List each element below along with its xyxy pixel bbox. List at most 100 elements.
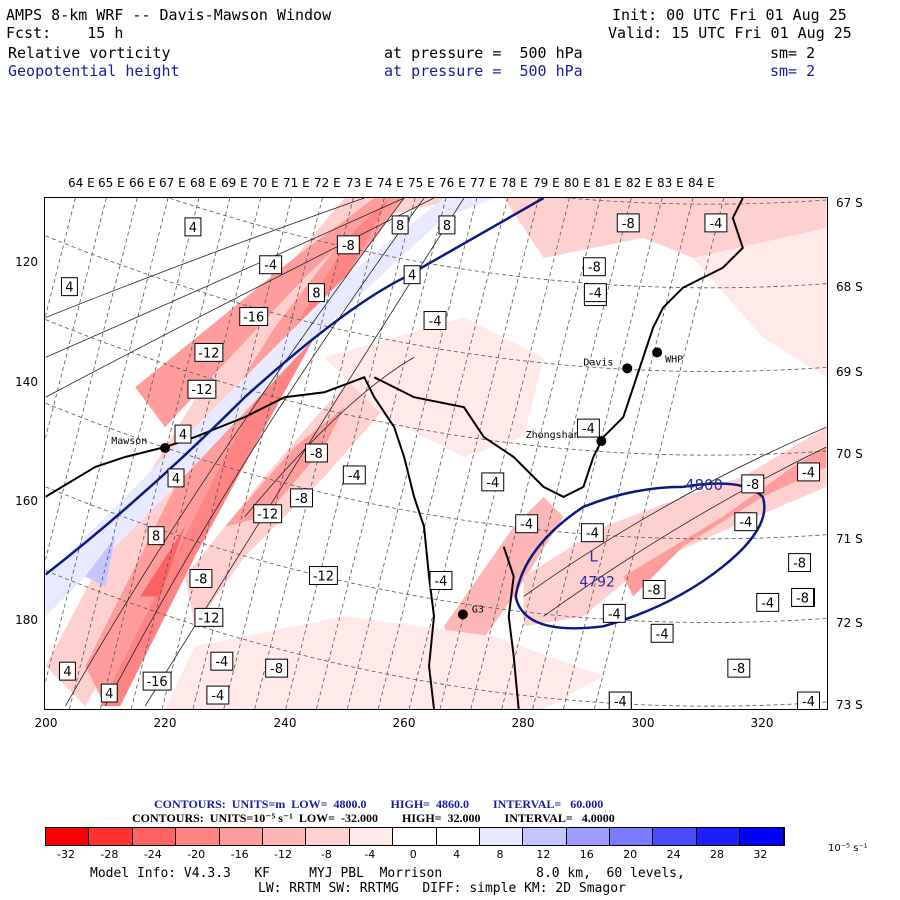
vorticity-label: -8 xyxy=(336,235,360,255)
vorticity-label: 8 xyxy=(391,215,409,235)
geopotential-contours xyxy=(45,198,766,630)
station-label-davis: Davis xyxy=(583,357,613,368)
parallel-line xyxy=(168,198,827,289)
color-bar-segment xyxy=(566,828,611,845)
vorticity-labels: 4 4 8 8 -4 -8 -8 -8 -8 -4 4 8 4 -16 -4 -12 -12 -4 -4 -8 4 -4 -… xyxy=(58,213,820,710)
vorticity-label: -8 xyxy=(189,569,213,588)
svg-text:-8: -8 xyxy=(295,492,308,507)
vorticity-label: 4 xyxy=(403,265,421,285)
color-bar-label: -28 xyxy=(100,848,119,861)
color-bar-label: 12 xyxy=(536,848,551,861)
vorticity-label: -8 xyxy=(642,580,666,599)
station-label-whp: WHP xyxy=(665,354,683,365)
x-tick-label: 200 xyxy=(34,716,58,730)
vorticity-label: 4 xyxy=(100,683,118,703)
color-bar-label: -24 xyxy=(143,848,162,861)
longitude-label: 73 E xyxy=(346,176,373,190)
longitude-label: 80 E xyxy=(564,176,591,190)
latitude-label: 67 S xyxy=(836,196,863,210)
init-time: Init: 00 UTC Fri 01 Aug 25 xyxy=(612,6,847,24)
vorticity-label: -8 xyxy=(265,658,289,678)
color-bar-segment xyxy=(696,828,741,845)
physics-info: LW: RRTM SW: RRTMG DIFF: simple KM: 2D S… xyxy=(258,881,626,896)
svg-text:4: 4 xyxy=(65,281,73,296)
svg-text:-4: -4 xyxy=(211,689,224,704)
model-info: Model Info: V4.3.3 KF MYJ PBL Morrison 8… xyxy=(90,866,685,881)
svg-text:4: 4 xyxy=(63,665,71,680)
color-bar-label: 32 xyxy=(753,848,768,861)
pressure-vorticity: at pressure = 500 hPa xyxy=(384,44,583,62)
vorticity-label: -4 xyxy=(576,418,600,438)
svg-text:-4: -4 xyxy=(520,518,533,533)
station-label-g3: G3 xyxy=(472,604,484,615)
svg-text:-8: -8 xyxy=(746,478,759,493)
contour-info-height: CONTOURS: UNITS=m LOW= 4800.0 HIGH= 4860… xyxy=(154,797,604,811)
vorticity-label: 4 xyxy=(58,661,76,681)
map-plot: Mawson Davis WHP Zhongshan G3 4800 L 479… xyxy=(44,197,828,710)
vorticity-label: -4 xyxy=(704,213,728,233)
svg-text:-8: -8 xyxy=(796,591,809,606)
vorticity-label: -12 xyxy=(194,342,224,362)
vorticity-label: -4 xyxy=(580,523,604,543)
svg-text:-4: -4 xyxy=(348,469,361,484)
parallel-line xyxy=(45,319,827,456)
color-bar-segment xyxy=(219,828,263,845)
low-marker: L xyxy=(589,548,598,566)
color-bar-label: 24 xyxy=(666,848,681,861)
longitude-label: 81 E xyxy=(595,176,622,190)
longitude-label: 65 E xyxy=(98,176,125,190)
color-bar-segment xyxy=(523,828,567,845)
meridian-line xyxy=(501,198,632,709)
color-bar-segment xyxy=(132,828,177,845)
color-bar-segment xyxy=(393,828,437,845)
vorticity-label: -4 xyxy=(481,472,505,492)
svg-text:-8: -8 xyxy=(793,557,806,572)
meridian-line xyxy=(69,198,200,709)
longitude-label: 79 E xyxy=(533,176,560,190)
vorticity-label: -12 xyxy=(253,504,283,524)
parallel-line xyxy=(564,198,827,205)
color-bar-label: 0 xyxy=(409,848,417,861)
svg-text:-4: -4 xyxy=(802,466,815,481)
svg-text:4: 4 xyxy=(189,221,197,236)
station-whp xyxy=(652,347,663,358)
color-bar-segment xyxy=(262,828,307,845)
vorticity-label: -8 xyxy=(582,257,606,277)
vorticity-label: -4 xyxy=(423,311,447,330)
station-davis xyxy=(622,363,633,374)
meridian-line xyxy=(99,198,231,709)
longitude-label: 69 E xyxy=(221,176,248,190)
vorticity-label: -8 xyxy=(727,658,751,678)
svg-text:-12: -12 xyxy=(191,383,212,398)
longitude-label: 83 E xyxy=(657,176,684,190)
longitude-label: 75 E xyxy=(408,176,435,190)
station-label-zhongshan: Zhongshan xyxy=(526,430,580,441)
vorticity-label: -4 xyxy=(608,691,632,710)
vorticity-label: 4 xyxy=(60,277,78,297)
longitude-label: 77 E xyxy=(470,176,497,190)
latitude-label: 72 S xyxy=(836,616,863,630)
parallel-line xyxy=(45,570,827,707)
vorticity-label: -4 xyxy=(210,651,234,671)
color-bar-label: -8 xyxy=(320,848,332,861)
y-tick-label: 180 xyxy=(15,613,38,627)
vorticity-label: -8 xyxy=(788,553,812,573)
svg-text:-8: -8 xyxy=(622,217,635,232)
parallel-line xyxy=(45,402,827,540)
color-bar-segment xyxy=(349,828,394,845)
svg-text:-8: -8 xyxy=(648,583,661,598)
svg-text:-4: -4 xyxy=(614,695,627,710)
svg-text:-8: -8 xyxy=(270,662,283,677)
vorticity-label: -4 xyxy=(515,514,539,534)
longitude-label: 74 E xyxy=(377,176,404,190)
height-contour-label: 4800 xyxy=(685,476,723,494)
field-geopotential: Geopotential height xyxy=(8,62,180,80)
color-bar xyxy=(45,827,785,846)
longitude-label: 67 E xyxy=(159,176,186,190)
color-bar-label: 4 xyxy=(453,848,461,861)
svg-text:-4: -4 xyxy=(486,476,499,491)
x-tick-label: 260 xyxy=(392,716,416,730)
svg-text:-4: -4 xyxy=(264,259,277,274)
y-tick-label: 160 xyxy=(15,494,38,508)
meridian-line xyxy=(223,198,354,709)
